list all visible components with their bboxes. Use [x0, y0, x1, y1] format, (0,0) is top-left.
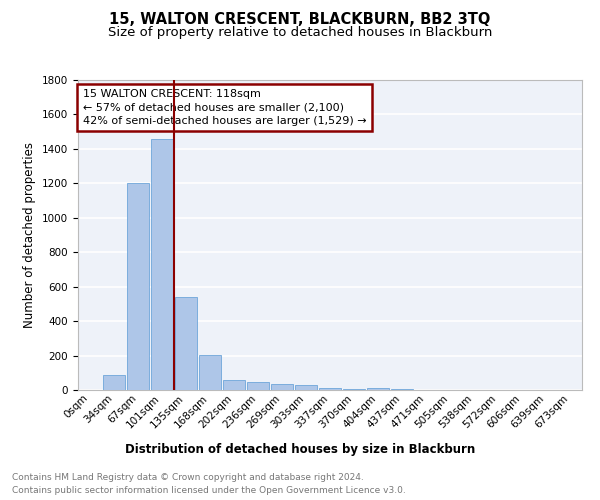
Text: Distribution of detached houses by size in Blackburn: Distribution of detached houses by size …: [125, 442, 475, 456]
Bar: [271, 384, 293, 390]
Bar: [319, 388, 341, 390]
Bar: [175, 297, 197, 390]
Bar: [343, 389, 365, 390]
Y-axis label: Number of detached properties: Number of detached properties: [23, 142, 37, 328]
Bar: [199, 354, 221, 390]
Text: 15 WALTON CRESCENT: 118sqm
← 57% of detached houses are smaller (2,100)
42% of s: 15 WALTON CRESCENT: 118sqm ← 57% of deta…: [83, 90, 367, 126]
Bar: [127, 184, 149, 390]
Text: Size of property relative to detached houses in Blackburn: Size of property relative to detached ho…: [108, 26, 492, 39]
Text: Contains HM Land Registry data © Crown copyright and database right 2024.: Contains HM Land Registry data © Crown c…: [12, 472, 364, 482]
Bar: [391, 389, 413, 390]
Bar: [151, 138, 173, 390]
Bar: [247, 382, 269, 390]
Bar: [295, 385, 317, 390]
Bar: [103, 376, 125, 390]
Text: Contains public sector information licensed under the Open Government Licence v3: Contains public sector information licen…: [12, 486, 406, 495]
Bar: [223, 380, 245, 390]
Bar: [367, 388, 389, 390]
Text: 15, WALTON CRESCENT, BLACKBURN, BB2 3TQ: 15, WALTON CRESCENT, BLACKBURN, BB2 3TQ: [109, 12, 491, 28]
